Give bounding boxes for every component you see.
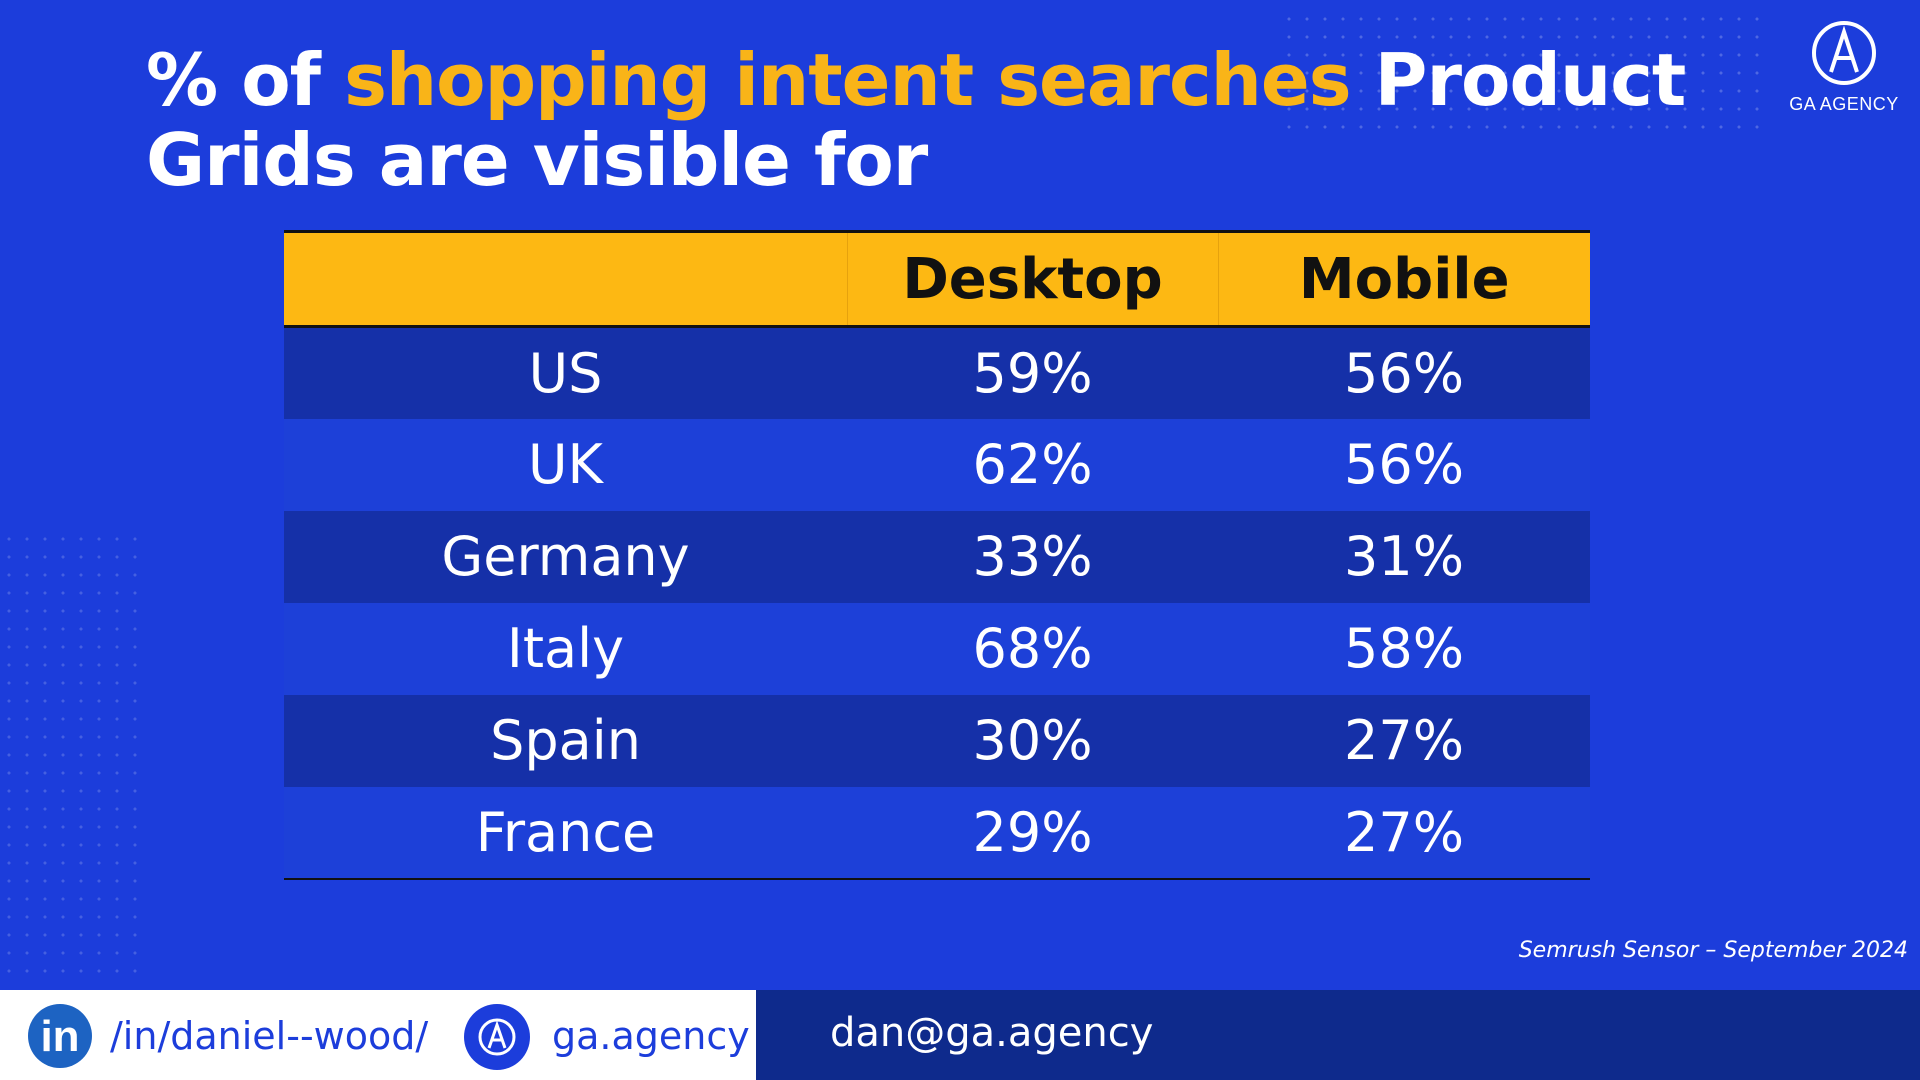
mobile-value: 27% xyxy=(1218,694,1590,787)
desktop-value: 68% xyxy=(847,602,1218,695)
title-highlight: shopping intent searches xyxy=(344,38,1352,122)
row-label: Germany xyxy=(284,510,847,603)
table-row: UK 62% 56% xyxy=(284,418,1590,511)
mobile-value: 56% xyxy=(1218,326,1590,419)
ga-agency-logo: GA AGENCY xyxy=(1782,18,1906,128)
dot-pattern-left xyxy=(0,530,145,980)
email-link[interactable]: dan@ga.agency xyxy=(830,1010,1154,1056)
website-link[interactable]: ga.agency xyxy=(552,1014,750,1058)
title-part-2: Product Grids are visible for xyxy=(146,38,1686,202)
row-label: Spain xyxy=(284,694,847,787)
row-label: France xyxy=(284,786,847,880)
header-blank xyxy=(284,230,847,328)
page-title: % of shopping intent searches Product Gr… xyxy=(146,40,1766,200)
row-label: US xyxy=(284,326,847,419)
linkedin-icon-glyph: in xyxy=(40,1012,80,1061)
data-table: Desktop Mobile US 59% 56% UK 62% 56% Ger… xyxy=(284,230,1590,880)
footer-left-panel xyxy=(0,990,756,1080)
desktop-value: 59% xyxy=(847,326,1218,419)
linkedin-icon[interactable]: in xyxy=(28,1004,92,1068)
title-part-1: % of xyxy=(146,38,345,122)
mobile-value: 56% xyxy=(1218,418,1590,511)
table-header-row: Desktop Mobile xyxy=(284,230,1590,328)
row-label: Italy xyxy=(284,602,847,695)
dot-pattern-top xyxy=(1280,10,1760,130)
ga-logo-icon xyxy=(1812,21,1876,85)
table-row: Italy 68% 58% xyxy=(284,602,1590,695)
ga-agency-icon[interactable] xyxy=(464,1004,530,1070)
mobile-value: 31% xyxy=(1218,510,1590,603)
mobile-value: 58% xyxy=(1218,602,1590,695)
table-row: France 29% 27% xyxy=(284,786,1590,880)
desktop-value: 33% xyxy=(847,510,1218,603)
logo-text: GA AGENCY xyxy=(1789,94,1899,114)
desktop-value: 29% xyxy=(847,786,1218,880)
ga-small-logo-icon xyxy=(478,1018,516,1056)
linkedin-link[interactable]: /in/daniel--wood/ xyxy=(110,1014,429,1058)
row-label: UK xyxy=(284,418,847,511)
table-row: US 59% 56% xyxy=(284,326,1590,419)
table-row: Germany 33% 31% xyxy=(284,510,1590,603)
desktop-value: 62% xyxy=(847,418,1218,511)
table-row: Spain 30% 27% xyxy=(284,694,1590,787)
mobile-value: 27% xyxy=(1218,786,1590,880)
desktop-value: 30% xyxy=(847,694,1218,787)
footer-right-panel xyxy=(756,990,1920,1080)
header-mobile: Mobile xyxy=(1217,230,1590,328)
header-desktop: Desktop xyxy=(846,230,1218,328)
source-note: Semrush Sensor – September 2024 xyxy=(1518,938,1908,963)
